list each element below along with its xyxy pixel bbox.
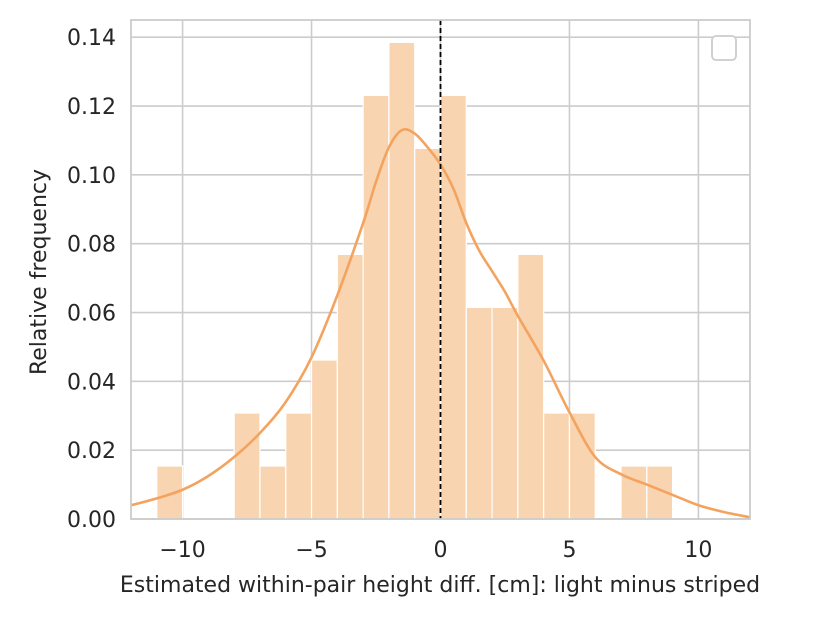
x-axis-label: Estimated within-pair height diff. [cm]:…	[120, 573, 760, 598]
x-tick-labels: −10 −5 0 5 10	[159, 538, 712, 563]
plot-frame	[130, 19, 751, 520]
histogram-bar	[620, 465, 648, 520]
y-tick-label: 0.10	[67, 164, 116, 189]
histogram-bar	[310, 359, 338, 520]
y-tick-label: 0.04	[67, 370, 116, 395]
x-tick-label: 5	[562, 538, 576, 563]
histogram-bar	[465, 306, 493, 520]
plot-border	[130, 19, 751, 520]
x-tick-label: 10	[684, 538, 712, 563]
y-tick-label: 0.12	[67, 95, 116, 120]
histogram-bar	[259, 465, 287, 520]
y-tick-label: 0.08	[67, 233, 116, 258]
y-tick-label: 0.06	[67, 302, 116, 327]
y-axis-label: Relative frequency	[27, 169, 52, 375]
histogram-bar	[517, 253, 545, 520]
x-tick-label: −5	[295, 538, 327, 563]
y-tick-label: 0.14	[67, 26, 116, 51]
x-tick-label: −10	[159, 538, 205, 563]
histogram-bars	[156, 41, 674, 520]
histogram-bar	[543, 412, 571, 520]
histogram-bar	[336, 253, 364, 520]
y-tick-label: 0.00	[67, 508, 116, 533]
legend	[711, 35, 737, 61]
x-tick-label: 0	[434, 538, 448, 563]
histogram-bar	[285, 412, 313, 520]
legend-box	[711, 35, 737, 61]
histogram-bar	[388, 41, 416, 520]
histogram-bar	[568, 412, 596, 520]
histogram-bar	[414, 147, 442, 520]
histogram-bar	[491, 306, 519, 520]
y-tick-label: 0.02	[67, 439, 116, 464]
histogram-bar	[439, 94, 467, 520]
histogram-bar	[233, 412, 261, 520]
y-tick-labels: 0.00 0.02 0.04 0.06 0.08 0.10 0.12 0.14	[67, 26, 116, 533]
